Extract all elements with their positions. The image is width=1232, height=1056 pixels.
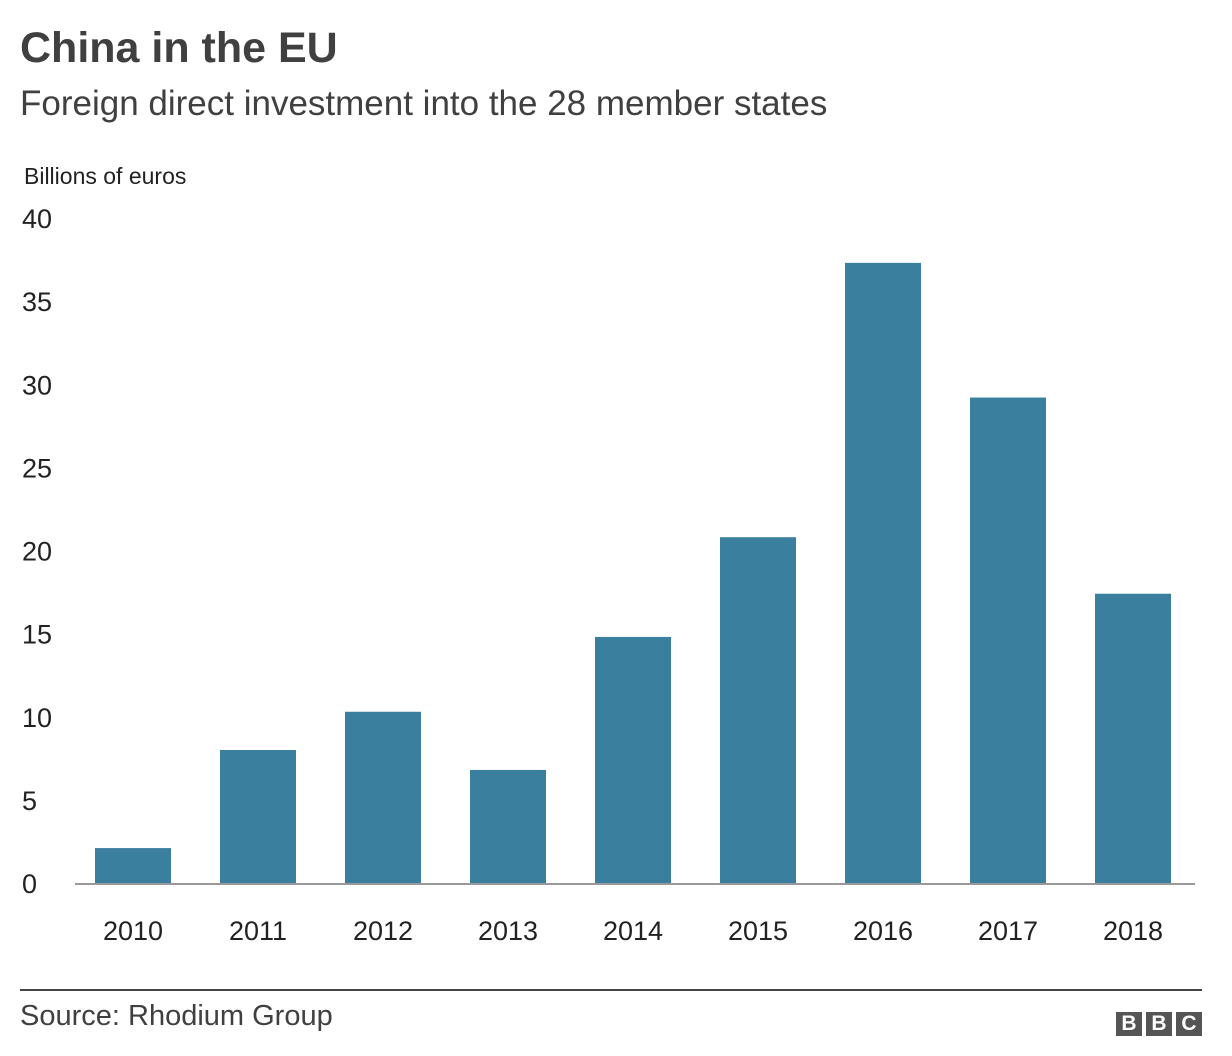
y-tick-label: 35	[22, 287, 52, 317]
footer-divider	[20, 989, 1202, 991]
chart-subtitle: Foreign direct investment into the 28 me…	[20, 84, 828, 123]
y-tick-label: 5	[22, 786, 37, 816]
x-tick-label: 2018	[1103, 916, 1163, 946]
x-tick-label: 2011	[229, 916, 287, 946]
chart-title: China in the EU	[20, 24, 338, 72]
x-tick-label: 2010	[103, 916, 163, 946]
bbc-logo: B B C	[1116, 1012, 1202, 1036]
bar-2018	[1095, 593, 1171, 883]
x-tick-label: 2016	[853, 916, 913, 946]
bar-2017	[970, 397, 1046, 883]
y-tick-label: 20	[22, 537, 52, 567]
bar-2010	[95, 848, 171, 883]
x-tick-label: 2012	[353, 916, 413, 946]
bar-2015	[720, 537, 796, 883]
bar-2011	[220, 750, 296, 883]
bar-2016	[845, 262, 921, 883]
x-tick-label: 2017	[978, 916, 1038, 946]
x-axis-ticks: 2010 2011 2012 2013 2014 2015 2016 2017 2018	[103, 916, 1163, 946]
y-axis-title: Billions of euros	[24, 163, 186, 189]
logo-letter: C	[1176, 1012, 1202, 1036]
y-tick-label: 25	[22, 453, 52, 483]
bar-2014	[595, 636, 671, 883]
bar-2013	[470, 769, 546, 883]
logo-letter: B	[1146, 1012, 1172, 1036]
bars	[95, 262, 1171, 883]
y-tick-label: 30	[22, 370, 52, 400]
logo-letter: B	[1116, 1012, 1142, 1036]
y-tick-label: 10	[22, 703, 52, 733]
x-tick-label: 2015	[728, 916, 788, 946]
bar-2012	[345, 711, 421, 883]
y-tick-label: 0	[22, 869, 37, 899]
x-tick-label: 2013	[478, 916, 538, 946]
y-tick-label: 15	[22, 620, 52, 650]
y-tick-label: 40	[22, 204, 52, 234]
y-axis-ticks: 0 5 10 15 20 25 30 35 40	[22, 204, 52, 899]
source-note: Source: Rhodium Group	[20, 1000, 333, 1032]
x-tick-label: 2014	[603, 916, 663, 946]
